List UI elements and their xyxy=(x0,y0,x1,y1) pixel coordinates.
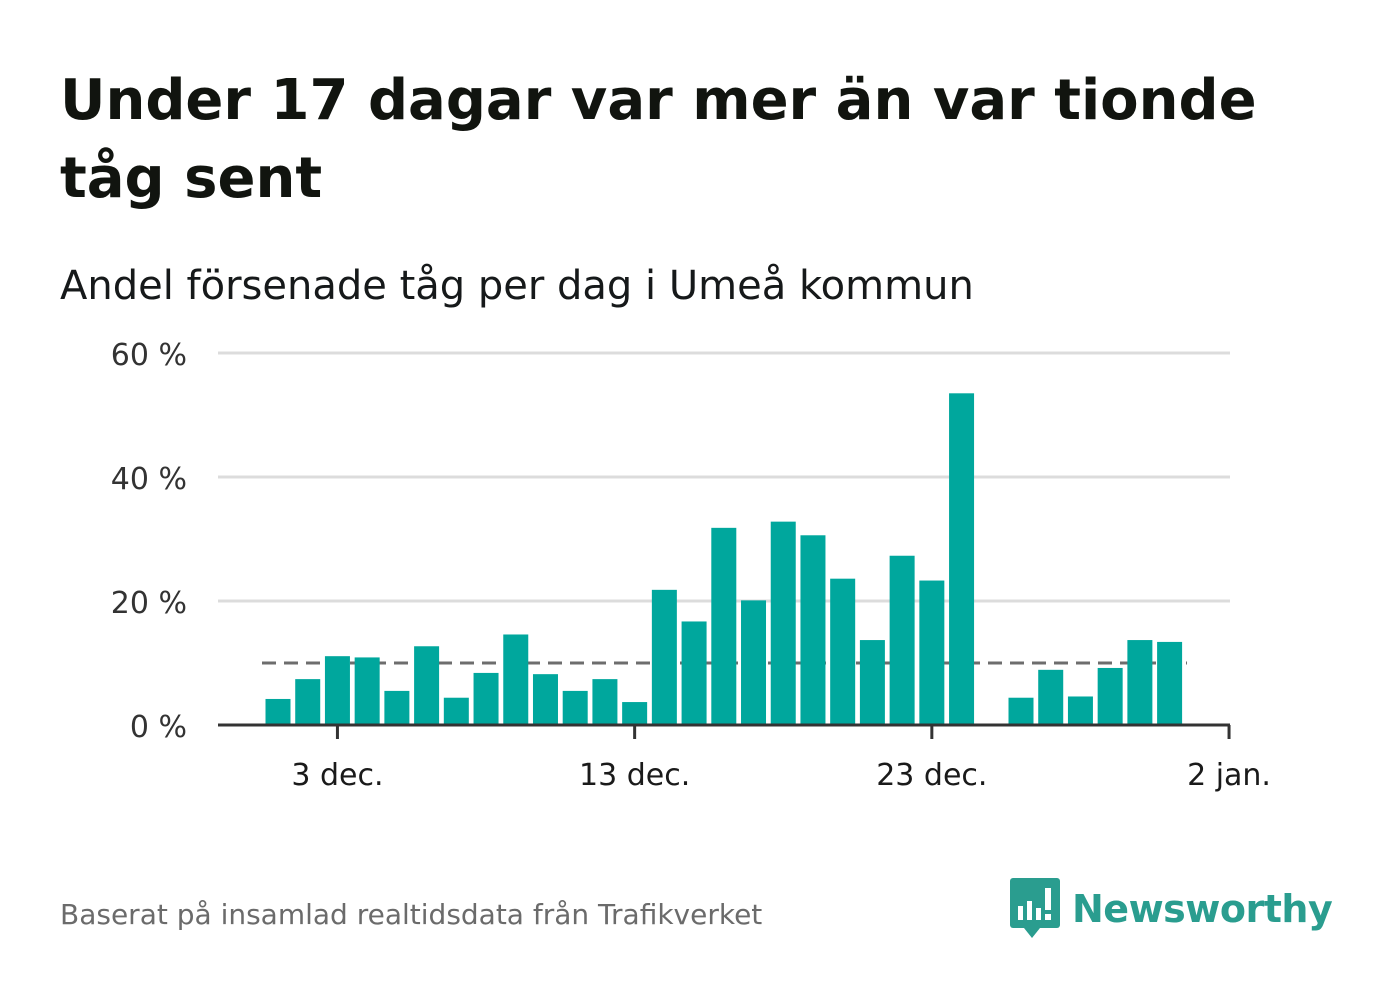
source-note: Baserat på insamlad realtidsdata från Tr… xyxy=(60,898,763,931)
bar xyxy=(532,674,558,725)
y-tick-label: 40 % xyxy=(111,462,187,497)
bar xyxy=(859,640,885,725)
bar xyxy=(473,672,499,725)
bar xyxy=(1038,669,1064,725)
bar xyxy=(949,393,975,725)
y-tick-label: 60 % xyxy=(111,338,187,373)
x-tick-label: 2 jan. xyxy=(1187,758,1271,793)
x-tick-label: 3 dec. xyxy=(291,758,383,793)
bar xyxy=(681,621,707,725)
bar xyxy=(562,690,588,725)
bar xyxy=(414,646,440,725)
y-tick-label: 20 % xyxy=(111,586,187,621)
brand-logo[interactable]: Newsworthy xyxy=(1010,878,1333,940)
bar xyxy=(889,555,915,725)
bar xyxy=(1067,696,1093,725)
bar xyxy=(1157,641,1183,725)
bar xyxy=(919,580,945,725)
bar xyxy=(384,690,410,725)
bar xyxy=(265,698,291,725)
x-tick-label: 23 dec. xyxy=(876,758,987,793)
bar xyxy=(711,527,737,725)
brand-name: Newsworthy xyxy=(1072,887,1333,931)
bar xyxy=(741,600,767,725)
chart-title: Under 17 dagar var mer än var tionde tåg… xyxy=(60,68,1257,211)
bar xyxy=(503,634,529,725)
bar xyxy=(1097,667,1123,725)
y-tick-label: 0 % xyxy=(130,710,187,745)
bar xyxy=(830,578,856,725)
bar xyxy=(800,535,826,725)
bar xyxy=(295,679,321,725)
x-tick-label: 13 dec. xyxy=(579,758,690,793)
bar xyxy=(1127,640,1153,725)
newsworthy-icon xyxy=(1010,878,1060,938)
bar xyxy=(443,697,469,725)
bar xyxy=(592,679,618,725)
bar xyxy=(324,656,350,725)
bar xyxy=(354,657,380,725)
chart-subtitle: Andel försenade tåg per dag i Umeå kommu… xyxy=(60,263,974,309)
bar xyxy=(770,521,796,725)
bar xyxy=(1008,697,1034,725)
bar xyxy=(622,702,648,725)
bar xyxy=(651,589,677,725)
bar-chart: 0 % 20 % 40 % 60 % 3 dec. 13 dec. 23 dec. 2 ja… xyxy=(111,338,1271,793)
